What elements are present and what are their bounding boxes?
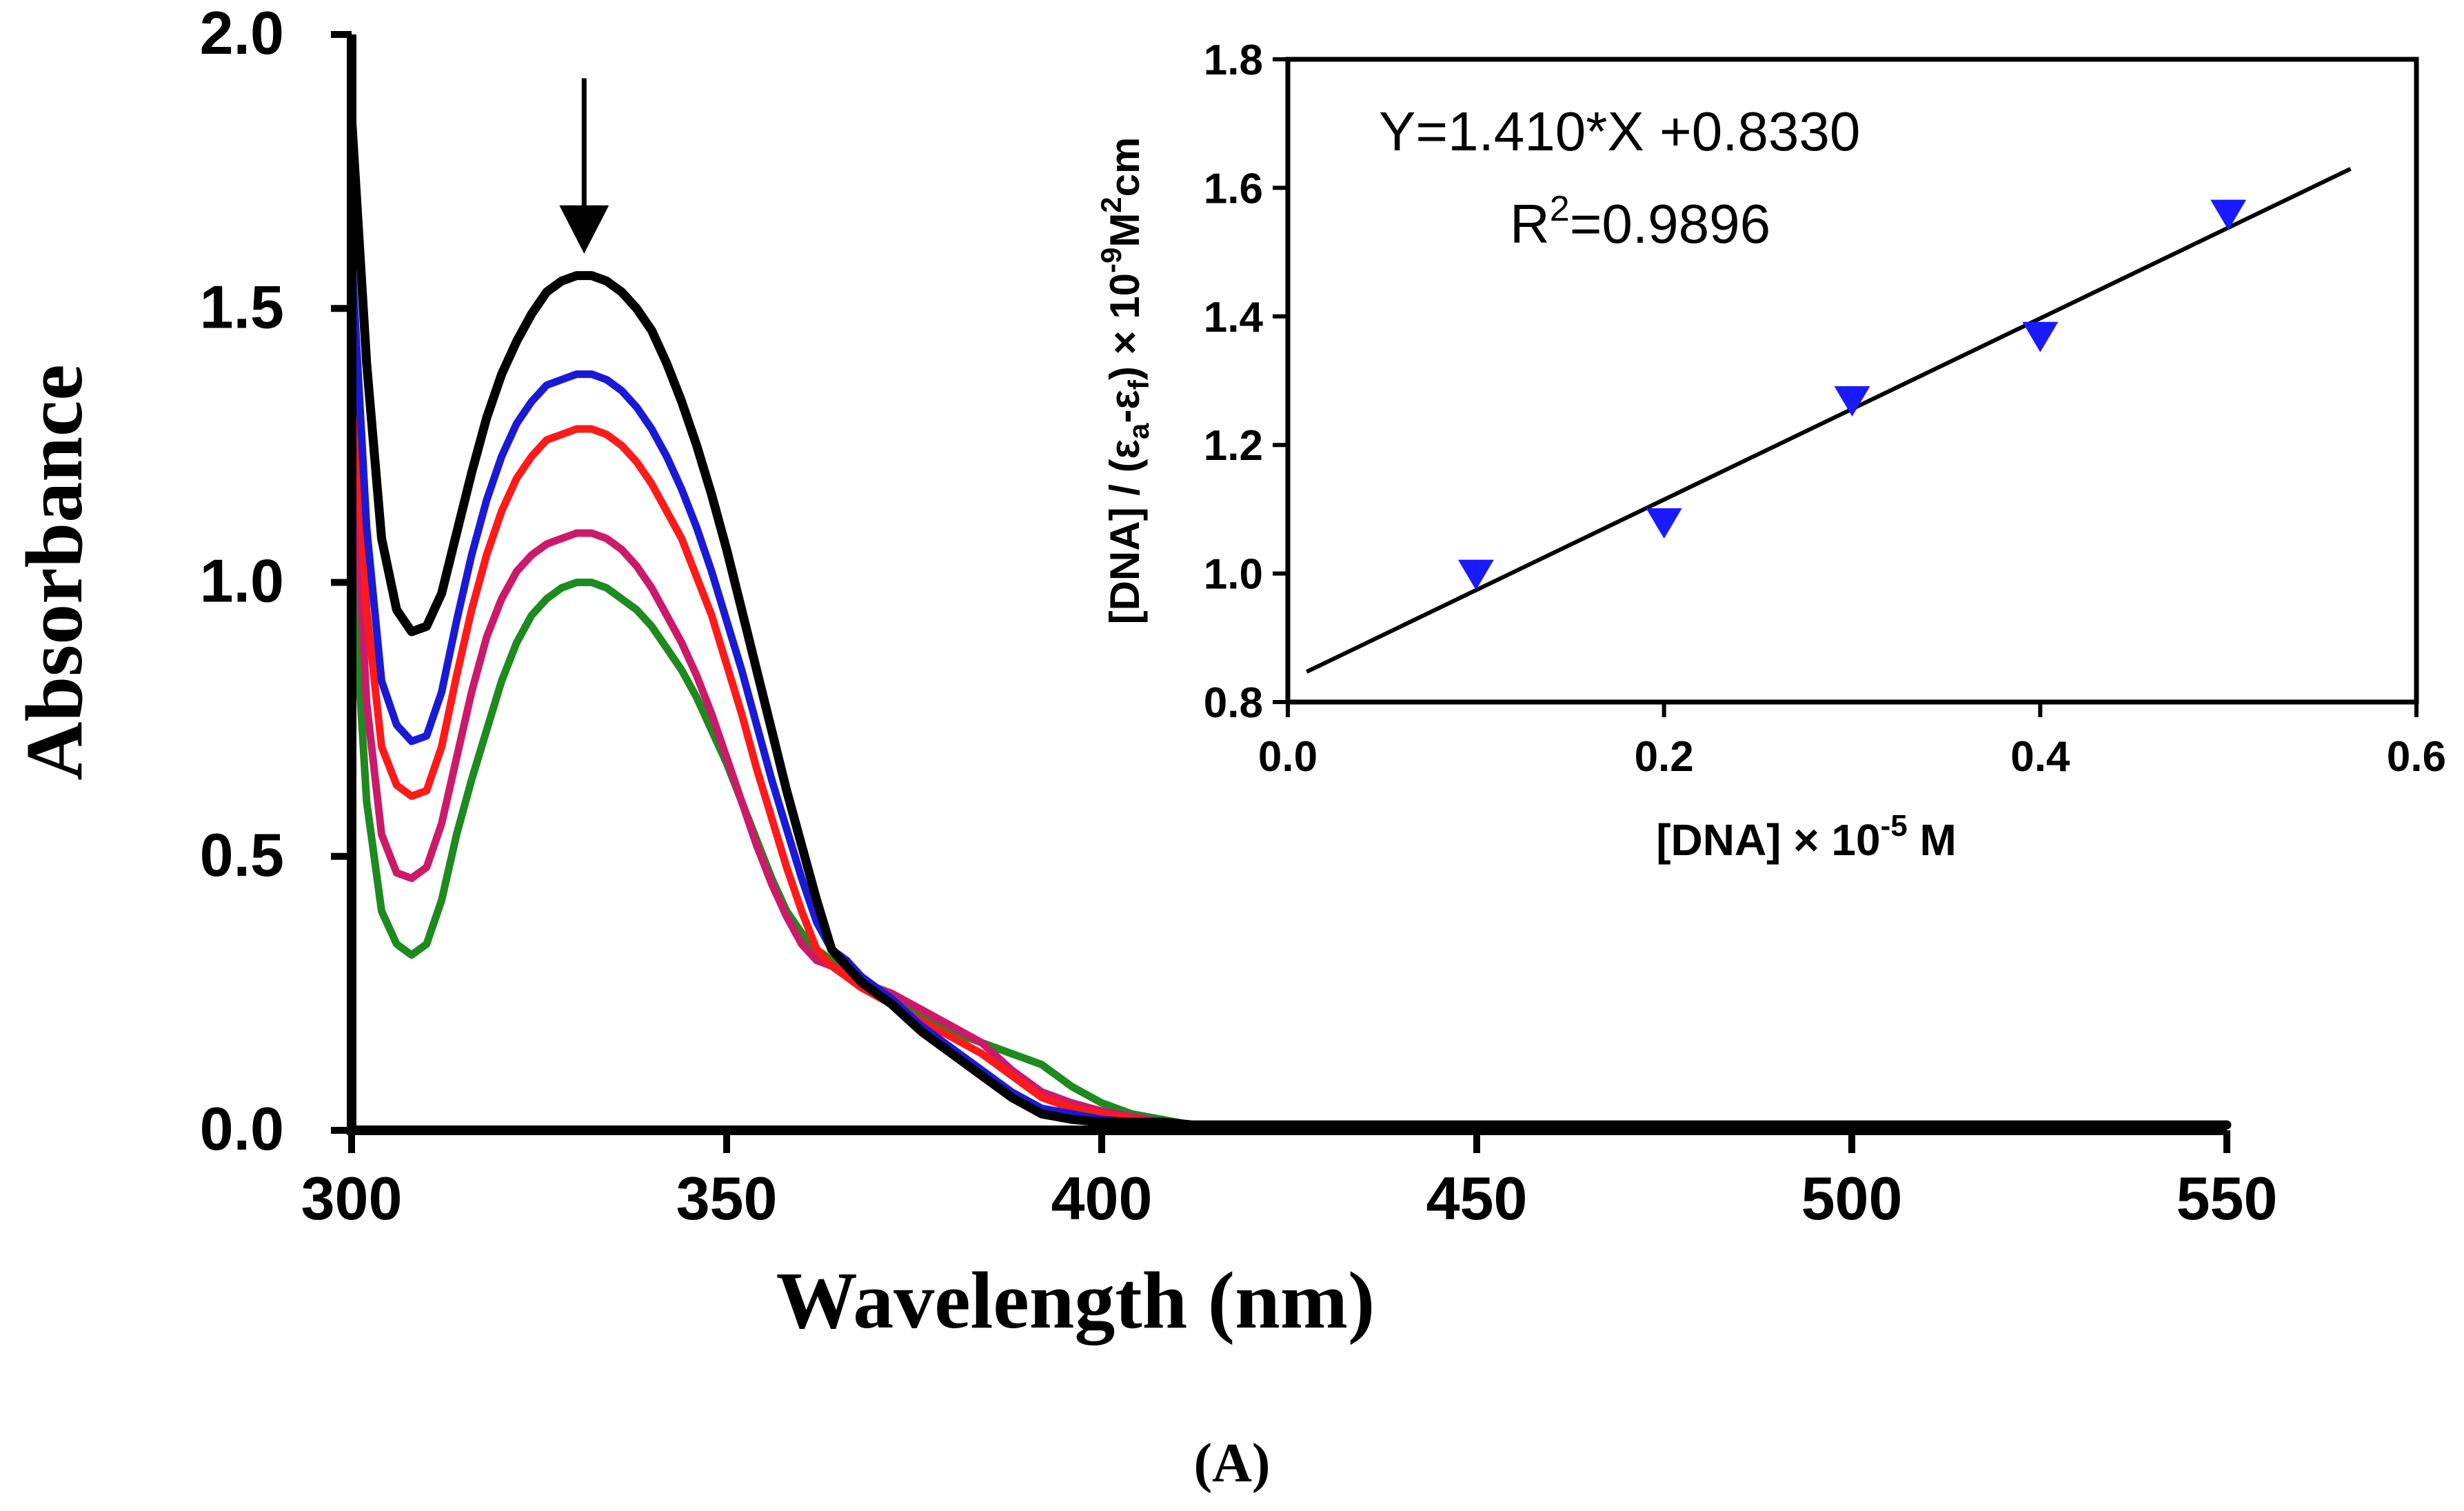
data-point-marker xyxy=(1834,386,1870,417)
inset-x-tick-label: 0.4 xyxy=(2010,733,2070,781)
main-x-tick-label: 350 xyxy=(676,1164,778,1232)
data-point-marker xyxy=(1457,559,1494,590)
inset-x-ticks: 0.0 0.2 0.4 0.6 xyxy=(1258,702,2446,781)
main-y-tick-label: 0.0 xyxy=(200,1094,284,1163)
main-x-tick-label: 550 xyxy=(2177,1164,2278,1232)
inset-y-tick-label: 1.8 xyxy=(1204,37,1263,84)
main-y-tick-label: 2.0 xyxy=(200,0,284,67)
main-y-tick-label: 0.5 xyxy=(200,821,284,889)
arrow-down-icon xyxy=(559,78,609,254)
main-x-ticks: 300 350 400 450 500 550 xyxy=(301,1130,2278,1232)
main-x-axis-label: Wavelength (nm) xyxy=(776,1255,1375,1345)
inset-y-tick-label: 1.2 xyxy=(1204,422,1263,470)
main-y-tick-label: 1.5 xyxy=(200,272,284,341)
panel-label: (A) xyxy=(1193,1433,1270,1494)
inset-binding-plot: 0.8 1.0 1.2 1.4 1.6 1.8 0.0 0.2 0.4 0.6 Y=1.410*… xyxy=(1095,37,2446,865)
main-curves xyxy=(347,112,2232,1130)
series-black-line xyxy=(347,112,2232,1130)
inset-y-tick-label: 1.6 xyxy=(1204,165,1263,212)
inset-y-tick-label: 0.8 xyxy=(1204,679,1263,727)
data-point-marker xyxy=(1646,508,1682,539)
fit-line xyxy=(1305,167,2352,674)
inset-x-tick-label: 0.6 xyxy=(2387,733,2446,781)
fit-equation: Y=1.410*X +0.8330 xyxy=(1379,101,1860,162)
main-x-tick-label: 500 xyxy=(1801,1164,1903,1232)
main-y-axis-label: Absorbance xyxy=(9,364,99,780)
series-magenta-line xyxy=(347,414,1181,1129)
inset-fit-line-group xyxy=(1305,167,2352,674)
main-x-tick-label: 300 xyxy=(301,1164,403,1232)
main-y-tick-label: 1.0 xyxy=(200,547,284,615)
r-squared-label: R2=0.9896 xyxy=(1510,189,1770,254)
series-red-line xyxy=(347,332,1181,1129)
main-x-tick-label: 450 xyxy=(1426,1164,1528,1232)
inset-y-axis-label: [DNA] / (εa-εf) × 10-9M2cm xyxy=(1095,137,1155,625)
main-y-ticks: 0.0 0.5 1.0 1.5 2.0 xyxy=(200,0,352,1163)
inset-x-tick-label: 0.0 xyxy=(1258,733,1317,781)
data-point-marker xyxy=(2022,321,2059,352)
main-absorbance-chart: 0.0 0.5 1.0 1.5 2.0 300 350 400 450 500 550 Wavel… xyxy=(9,0,2277,1345)
inset-y-tick-label: 1.0 xyxy=(1204,551,1263,599)
inset-frame xyxy=(1285,57,2419,705)
inset-x-tick-label: 0.2 xyxy=(1635,733,1694,781)
inset-y-ticks: 0.8 1.0 1.2 1.4 1.6 1.8 xyxy=(1204,37,1288,727)
main-x-tick-label: 400 xyxy=(1051,1164,1153,1232)
data-point-marker xyxy=(2210,199,2247,230)
series-green-line xyxy=(347,551,1196,1129)
inset-y-tick-label: 1.4 xyxy=(1204,294,1264,341)
inset-data-points xyxy=(1457,199,2247,590)
inset-x-axis-label: [DNA] × 10-5 M xyxy=(1656,809,1957,865)
arrow-head xyxy=(559,205,609,254)
